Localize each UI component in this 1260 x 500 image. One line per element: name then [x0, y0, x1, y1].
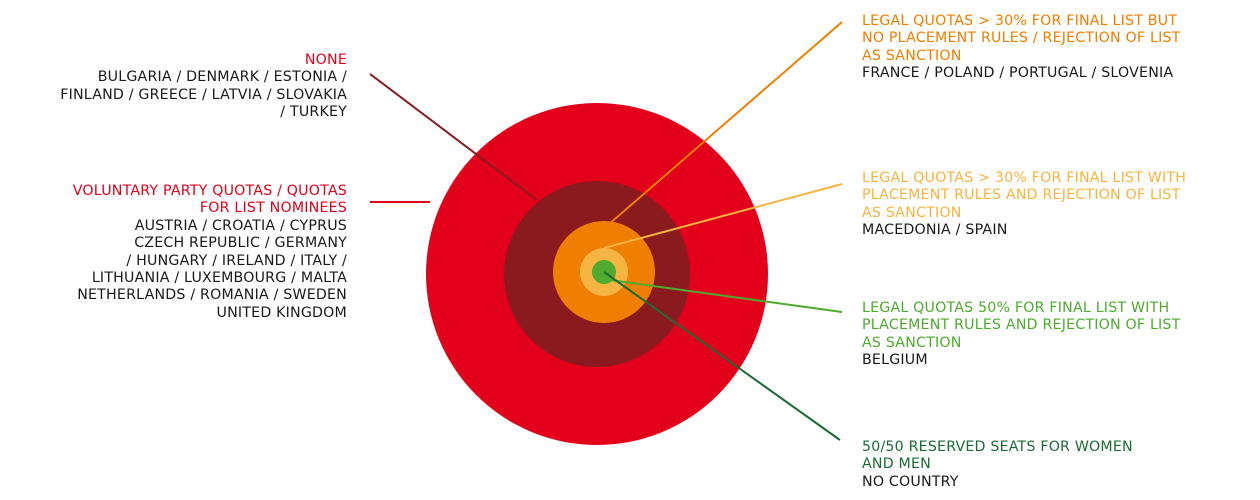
label-legal-quotas-30-no-placement: LEGAL QUOTAS > 30% FOR FINAL LIST BUT NO…: [862, 13, 1181, 83]
label-q30b-title-2: PLACEMENT RULES AND REJECTION OF LIST: [862, 187, 1181, 204]
label-reserved-title-2: AND MEN: [862, 456, 931, 473]
label-none-countries-3: / TURKEY: [280, 104, 347, 121]
label-reserved-countries: NO COUNTRY: [862, 473, 959, 490]
label-voluntary-countries-5: NETHERLANDS / ROMANIA / SWEDEN: [77, 287, 347, 304]
leader-line-legal-quotas-30-no-placement: [607, 21, 843, 226]
label-voluntary-title-2: FOR LIST NOMINEES: [199, 200, 347, 217]
label-voluntary-countries-1: AUSTRIA / CROATIA / CYPRUS: [134, 217, 347, 234]
label-q30b-title-1: LEGAL QUOTAS > 30% FOR FINAL LIST WITH: [862, 170, 1187, 186]
label-q30a-countries: FRANCE / POLAND / PORTUGAL / SLOVENIA: [862, 65, 1174, 82]
label-none: NONE BULGARIA / DENMARK / ESTONIA / FINL…: [60, 52, 347, 122]
label-q50-title-1: LEGAL QUOTAS 50% FOR FINAL LIST WITH: [862, 300, 1170, 316]
label-voluntary: VOLUNTARY PARTY QUOTAS / QUOTAS FOR LIST…: [73, 183, 347, 322]
label-voluntary-title-1: VOLUNTARY PARTY QUOTAS / QUOTAS: [72, 183, 347, 199]
label-voluntary-countries-3: / HUNGARY / IRELAND / ITALY /: [126, 252, 347, 269]
label-q50-title-3: AS SANCTION: [862, 334, 962, 351]
label-q30b-title-3: AS SANCTION: [862, 204, 962, 221]
label-q30a-title-2: NO PLACEMENT RULES / REJECTION OF LIST: [862, 30, 1181, 47]
leader-line-reserved-seats: [603, 271, 841, 441]
leader-line-legal-quotas-50: [609, 279, 843, 313]
label-q50-countries: BELGIUM: [862, 352, 928, 369]
leader-line-none: [369, 73, 538, 201]
leader-line-legal-quotas-30-placement: [603, 183, 843, 249]
label-none-countries-1: BULGARIA / DENMARK / ESTONIA /: [97, 69, 347, 86]
label-voluntary-countries-6: UNITED KINGDOM: [216, 304, 347, 321]
label-voluntary-countries-4: LITHUANIA / LUXEMBOURG / MALTA: [91, 270, 347, 287]
label-none-countries-2: FINLAND / GREECE / LATVIA / SLOVAKIA: [60, 86, 347, 103]
label-q30b-countries: MACEDONIA / SPAIN: [862, 222, 1008, 239]
label-legal-quotas-30-placement: LEGAL QUOTAS > 30% FOR FINAL LIST WITH P…: [862, 170, 1186, 240]
label-q30a-title-3: AS SANCTION: [862, 47, 962, 64]
label-q30a-title-1: LEGAL QUOTAS > 30% FOR FINAL LIST BUT: [862, 13, 1178, 29]
label-voluntary-countries-2: CZECH REPUBLIC / GERMANY: [134, 235, 347, 252]
label-legal-quotas-50: LEGAL QUOTAS 50% FOR FINAL LIST WITH PLA…: [862, 300, 1181, 370]
label-none-title: NONE: [304, 52, 347, 68]
label-reserved-seats: 50/50 RESERVED SEATS FOR WOMEN AND MEN N…: [862, 439, 1133, 491]
label-reserved-title-1: 50/50 RESERVED SEATS FOR WOMEN: [862, 439, 1133, 455]
label-q50-title-2: PLACEMENT RULES AND REJECTION OF LIST: [862, 317, 1181, 334]
